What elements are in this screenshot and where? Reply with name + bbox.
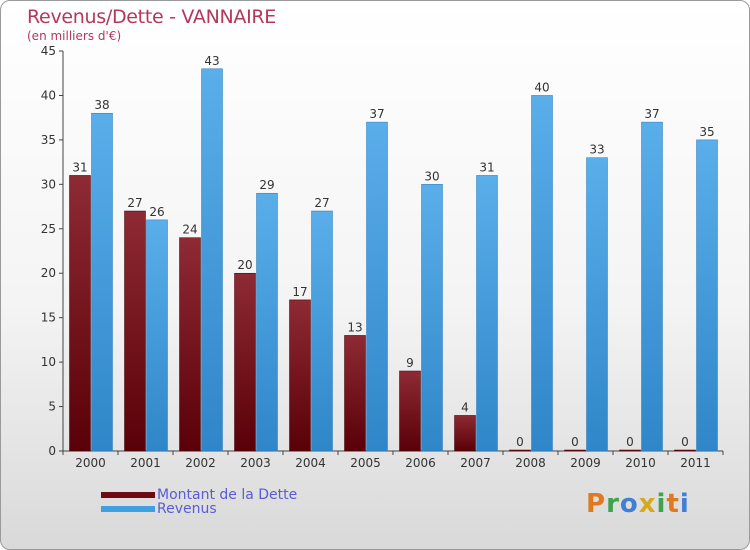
data-label-dette: 24 [182,223,197,237]
bar-revenus [146,219,168,452]
x-tick-label: 2006 [405,456,436,470]
x-tick-label: 2003 [240,456,271,470]
logo-letter: o [619,489,639,519]
bar-revenus [476,175,498,452]
x-tick-label: 2002 [185,456,216,470]
data-label-revenus: 35 [699,125,714,139]
data-label-revenus: 31 [479,160,494,174]
data-label-revenus: 37 [644,107,659,121]
y-tick-label: 45 [41,44,56,58]
x-tick-label: 2005 [350,456,381,470]
bar-revenus [256,192,278,452]
bar-revenus [531,95,553,452]
chart-labels: 31 38 27 26 24 43 20 29 17 27 13 37 9 30 4 31 0 40 0 33 0 37 0… [72,54,714,449]
bar-dette [289,299,311,452]
data-label-revenus: 43 [204,54,219,68]
bar-revenus [421,184,443,452]
data-label-dette: 4 [461,400,469,414]
legend-item-revenus: Revenus [101,501,217,517]
data-label-revenus: 30 [424,169,439,183]
legend-swatch-revenus [101,506,155,512]
legend-label-revenus: Revenus [157,501,217,517]
data-label-dette: 27 [127,196,142,210]
data-label-dette: 0 [626,435,634,449]
bar-revenus [641,121,663,452]
bar-dette [454,415,476,452]
bar-dette [399,370,421,452]
logo-letter: r [606,489,620,519]
bar-dette [69,175,91,452]
bar-revenus [586,157,608,452]
data-label-revenus: 26 [149,205,164,219]
data-label-revenus: 40 [534,80,549,94]
x-tick-label: 2010 [625,456,656,470]
bar-dette [234,272,256,452]
legend-label-dette: Montant de la Dette [157,487,298,503]
data-label-revenus: 33 [589,143,604,157]
x-tick-label: 2008 [515,456,546,470]
data-label-revenus: 27 [314,196,329,210]
data-label-dette: 0 [516,435,524,449]
x-tick-label: 2004 [295,456,326,470]
data-label-dette: 0 [681,435,689,449]
y-tick-label: 0 [48,444,56,458]
y-tick-label: 30 [41,177,56,191]
data-label-dette: 9 [406,356,414,370]
x-tick-label: 2001 [130,456,161,470]
y-tick-label: 25 [41,222,56,236]
data-label-revenus: 29 [259,178,274,192]
bar-revenus [311,210,333,452]
bar-dette [509,449,531,452]
chart-subtitle: (en milliers d'€) [27,29,122,43]
bar-revenus [696,139,718,452]
y-tick-label: 10 [41,355,56,369]
y-tick-label: 5 [48,400,56,414]
data-label-dette: 17 [292,285,307,299]
logo-letter: i [679,489,690,519]
proxiti-logo: Proxiti [586,489,690,519]
bar-dette [344,335,366,452]
data-label-dette: 31 [72,160,87,174]
x-tick-label: 2011 [680,456,711,470]
bar-dette [619,449,641,452]
data-label-dette: 13 [347,320,362,334]
y-tick-label: 20 [41,266,56,280]
bar-dette [564,449,586,452]
bar-dette [124,210,146,452]
y-tick-label: 35 [41,133,56,147]
legend-swatch-dette [101,492,155,498]
bar-revenus [91,112,113,452]
logo-letter: i [656,489,667,519]
x-tick-label: 2009 [570,456,601,470]
logo-letter: t [666,489,680,519]
bar-dette [179,237,201,452]
logo-letter: x [638,489,657,519]
bar-dette [674,449,696,452]
bar-revenus [201,68,223,452]
x-tick-label: 2007 [460,456,491,470]
y-tick-label: 40 [41,88,56,102]
chart-title: Revenus/Dette - VANNAIRE [27,6,277,28]
logo-letter: P [586,489,607,519]
data-label-dette: 0 [571,435,579,449]
x-tick-label: 2000 [75,456,106,470]
data-label-dette: 20 [237,258,252,272]
bar-revenus [366,121,388,452]
data-label-revenus: 38 [94,98,109,112]
y-tick-label: 15 [41,311,56,325]
chart-bars [69,68,718,452]
legend-item-dette: Montant de la Dette [101,487,297,503]
data-label-revenus: 37 [369,107,384,121]
